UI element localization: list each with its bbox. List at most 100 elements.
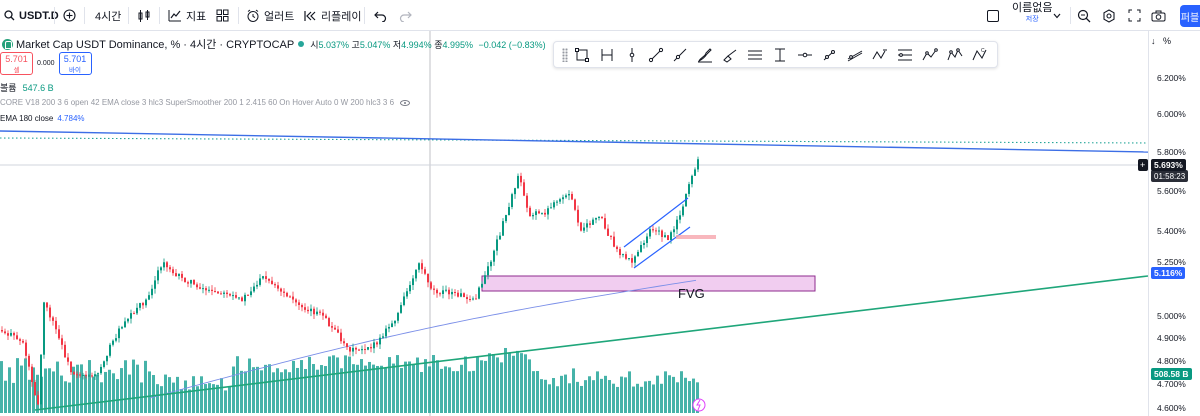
volume-bar — [80, 364, 83, 413]
horizontal-ray-icon[interactable] — [797, 47, 813, 63]
rotated-rectangle-icon[interactable] — [599, 47, 615, 63]
core-indicator-legend[interactable]: CORE V18 200 3 6 open 42 EMA close 3 hlc… — [0, 98, 411, 107]
volume-bar — [656, 375, 659, 413]
indicators-button[interactable]: 지표 — [168, 0, 206, 31]
abcd-pattern-icon[interactable]: C — [972, 47, 988, 63]
toolbar-divider — [159, 7, 160, 24]
layout-menu-button[interactable] — [1053, 0, 1061, 31]
layout-name-button[interactable]: 이름없음 저장 — [1012, 3, 1052, 25]
symbol-search-button[interactable]: USDT.D — [4, 0, 59, 31]
candle — [265, 271, 267, 283]
price-axis[interactable]: ↓ % 6.200% 6.000% 5.800% 5.600% 5.400% 5.250%… — [1148, 31, 1200, 416]
replay-button[interactable]: 리플레이 — [303, 0, 361, 31]
vertical-line-icon[interactable] — [624, 47, 640, 63]
long-position-icon[interactable] — [922, 47, 938, 63]
layout-checkbox[interactable] — [987, 0, 999, 31]
candle — [631, 253, 633, 268]
candle — [487, 262, 489, 280]
fullscreen-icon — [1128, 9, 1141, 22]
candle — [427, 273, 429, 288]
candle — [7, 330, 9, 341]
elliott-wave-icon[interactable] — [947, 47, 963, 63]
highlighter-icon[interactable] — [722, 47, 738, 63]
candle — [256, 280, 258, 290]
candle — [580, 221, 582, 232]
projection-icon[interactable] — [897, 47, 913, 63]
price-tick-label: 5.400% — [1157, 225, 1186, 236]
date-range-icon[interactable] — [772, 47, 788, 63]
rectangle-icon[interactable] — [574, 47, 590, 63]
candle — [181, 271, 183, 282]
volume-bar — [428, 366, 431, 413]
drawing-toolbar-grip-icon[interactable] — [562, 48, 568, 62]
templates-button[interactable] — [216, 0, 229, 31]
dotted-support-line — [0, 137, 1148, 144]
fib-retracement-icon[interactable] — [847, 47, 863, 63]
candle — [520, 172, 522, 187]
ema-indicator-legend[interactable]: EMA 180 close 4.784% — [0, 114, 85, 123]
redo-button[interactable] — [399, 0, 412, 31]
candle — [583, 222, 585, 233]
channel-upper-line[interactable] — [623, 197, 689, 248]
candle — [154, 275, 156, 294]
candle — [592, 217, 594, 225]
volume-bar — [316, 369, 319, 413]
candle — [340, 328, 342, 344]
fvg-zone[interactable] — [481, 275, 816, 292]
volume-bar — [540, 379, 543, 413]
candle — [82, 372, 84, 380]
arrow-marker-icon[interactable] — [822, 47, 838, 63]
symbol-title[interactable]: Market Cap USDT Dominance, % · 4시간 · CRY… — [16, 39, 295, 51]
volume-bar — [444, 366, 447, 413]
volume-bar — [168, 377, 171, 413]
chart-type-button[interactable] — [137, 0, 151, 31]
volume-bar — [568, 383, 571, 413]
candle — [574, 198, 576, 212]
publish-button[interactable]: 퍼블 — [1180, 5, 1200, 27]
alert-button[interactable]: 얼러트 — [246, 0, 294, 31]
auto-scale-arrow-icon[interactable]: ↓ — [1151, 36, 1156, 46]
candle — [355, 346, 357, 355]
descending-trendline[interactable] — [0, 130, 1148, 153]
undo-button[interactable] — [374, 0, 387, 31]
volume-bar — [388, 357, 391, 413]
trend-line-icon[interactable] — [648, 47, 664, 63]
chart-canvas[interactable]: FVG + — [0, 31, 1148, 416]
buy-button[interactable]: 5.701 바이 — [58, 52, 92, 75]
settings-button[interactable] — [1102, 0, 1116, 31]
ray-icon[interactable] — [672, 47, 688, 63]
fullscreen-button[interactable] — [1128, 0, 1141, 31]
candle — [73, 371, 75, 375]
volume-bar — [148, 371, 151, 413]
volume-indicator-legend[interactable]: 볼륨 547.6 B — [0, 83, 54, 93]
hidden-eye-icon[interactable] — [400, 99, 411, 106]
parallel-channel-icon[interactable] — [747, 47, 763, 63]
volume-bar — [32, 367, 35, 413]
interval-button[interactable]: 4시간 — [95, 0, 121, 31]
brush-icon[interactable] — [697, 47, 713, 63]
price-tick-label: 4.800% — [1157, 356, 1186, 367]
volume-bar — [232, 366, 235, 413]
candle — [337, 325, 339, 334]
tether-logo-icon — [2, 38, 13, 50]
quick-search-button[interactable] — [1077, 0, 1091, 31]
screenshot-button[interactable] — [1151, 0, 1166, 31]
channel-lower-line[interactable] — [633, 226, 691, 269]
toolbar-divider — [1070, 7, 1071, 24]
volume-bar — [364, 365, 367, 413]
sell-button[interactable]: 5.701 셀 — [0, 52, 33, 75]
candle — [199, 283, 201, 290]
candle — [436, 288, 438, 298]
ascending-trendline[interactable] — [34, 275, 1148, 411]
candle — [628, 258, 630, 261]
candle — [460, 288, 462, 298]
market-status-dot-icon — [298, 41, 305, 47]
add-alert-plus-button[interactable] — [1138, 159, 1148, 171]
candle — [691, 174, 693, 188]
plus-icon: + — [1140, 160, 1145, 170]
top-toolbar: USDT.D 4시간 지표 얼러트 리플레이 이름없음 저장 — [0, 0, 1200, 31]
percent-scale-toggle[interactable]: % — [1163, 36, 1172, 46]
compare-symbol-button[interactable] — [63, 0, 76, 31]
candle — [694, 167, 696, 177]
path-icon[interactable] — [872, 47, 888, 63]
